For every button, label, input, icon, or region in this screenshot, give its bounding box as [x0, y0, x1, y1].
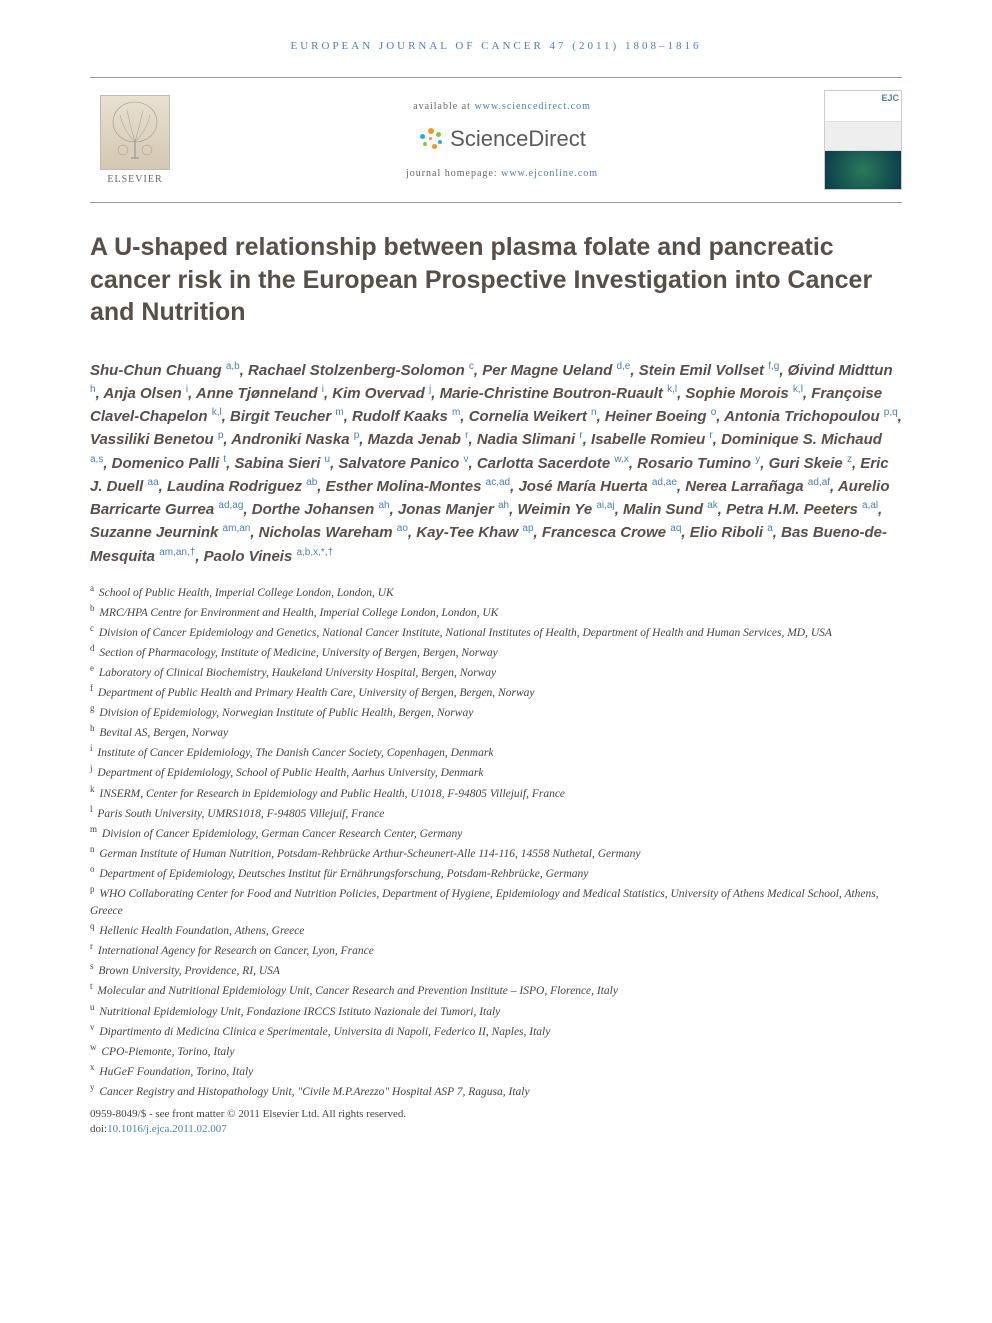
affiliation-item: l Paris South University, UMRS1018, F-94…	[90, 803, 902, 823]
journal-homepage-line: journal homepage: www.ejconline.com	[200, 168, 804, 179]
article-footer-meta: 0959-8049/$ - see front matter © 2011 El…	[90, 1107, 902, 1138]
doi-link[interactable]: 10.1016/j.ejca.2011.02.007	[107, 1123, 227, 1135]
doi-line: doi:10.1016/j.ejca.2011.02.007	[90, 1122, 902, 1137]
affiliation-item: u Nutritional Epidemiology Unit, Fondazi…	[90, 1001, 902, 1021]
homepage-prefix: journal homepage:	[406, 168, 501, 179]
header-center: available at www.sciencedirect.com Scien…	[180, 101, 824, 179]
affiliation-item: k INSERM, Center for Research in Epidemi…	[90, 783, 902, 803]
cover-ejc-label: EJC	[881, 93, 899, 103]
header-banner: ELSEVIER available at www.sciencedirect.…	[90, 77, 902, 203]
affiliation-item: p WHO Collaborating Center for Food and …	[90, 883, 902, 920]
affiliation-item: i Institute of Cancer Epidemiology, The …	[90, 742, 902, 762]
affiliation-item: h Bevital AS, Bergen, Norway	[90, 722, 902, 742]
article-title: A U-shaped relationship between plasma f…	[90, 231, 902, 329]
sciencedirect-logo[interactable]: ScienceDirect	[200, 126, 804, 152]
journal-homepage-link[interactable]: www.ejconline.com	[501, 168, 598, 179]
affiliation-item: v Dipartimento di Medicina Clinica e Spe…	[90, 1021, 902, 1041]
journal-cover-thumbnail[interactable]: EJC	[824, 90, 902, 190]
affiliation-item: d Section of Pharmacology, Institute of …	[90, 642, 902, 662]
elsevier-tree-icon	[100, 95, 170, 170]
available-prefix: available at	[413, 101, 474, 112]
affiliation-item: x HuGeF Foundation, Torino, Italy	[90, 1061, 902, 1081]
sciencedirect-link[interactable]: www.sciencedirect.com	[474, 101, 590, 112]
affiliation-item: y Cancer Registry and Histopathology Uni…	[90, 1081, 902, 1101]
affiliation-item: j Department of Epidemiology, School of …	[90, 762, 902, 782]
affiliation-item: m Division of Cancer Epidemiology, Germa…	[90, 823, 902, 843]
affiliation-item: e Laboratory of Clinical Biochemistry, H…	[90, 662, 902, 682]
author-list: Shu-Chun Chuang a,b, Rachael Stolzenberg…	[90, 359, 902, 568]
affiliation-item: o Department of Epidemiology, Deutsches …	[90, 863, 902, 883]
available-at-line: available at www.sciencedirect.com	[200, 101, 804, 112]
affiliation-item: w CPO-Piemonte, Torino, Italy	[90, 1041, 902, 1061]
affiliation-item: s Brown University, Providence, RI, USA	[90, 960, 902, 980]
sciencedirect-burst-icon	[418, 126, 444, 152]
affiliation-item: b MRC/HPA Centre for Environment and Hea…	[90, 602, 902, 622]
elsevier-label: ELSEVIER	[107, 174, 162, 185]
affiliation-item: n German Institute of Human Nutrition, P…	[90, 843, 902, 863]
affiliation-item: f Department of Public Health and Primar…	[90, 682, 902, 702]
affiliation-item: a School of Public Health, Imperial Coll…	[90, 582, 902, 602]
journal-citation: EUROPEAN JOURNAL OF CANCER 47 (2011) 180…	[90, 40, 902, 52]
elsevier-logo[interactable]: ELSEVIER	[90, 90, 180, 190]
sciencedirect-text: ScienceDirect	[450, 126, 586, 152]
affiliation-item: c Division of Cancer Epidemiology and Ge…	[90, 622, 902, 642]
affiliation-item: q Hellenic Health Foundation, Athens, Gr…	[90, 920, 902, 940]
doi-prefix: doi:	[90, 1123, 107, 1135]
affiliation-list: a School of Public Health, Imperial Coll…	[90, 582, 902, 1101]
affiliation-item: g Division of Epidemiology, Norwegian In…	[90, 702, 902, 722]
affiliation-item: r International Agency for Research on C…	[90, 940, 902, 960]
issn-copyright-line: 0959-8049/$ - see front matter © 2011 El…	[90, 1107, 902, 1122]
affiliation-item: t Molecular and Nutritional Epidemiology…	[90, 980, 902, 1000]
